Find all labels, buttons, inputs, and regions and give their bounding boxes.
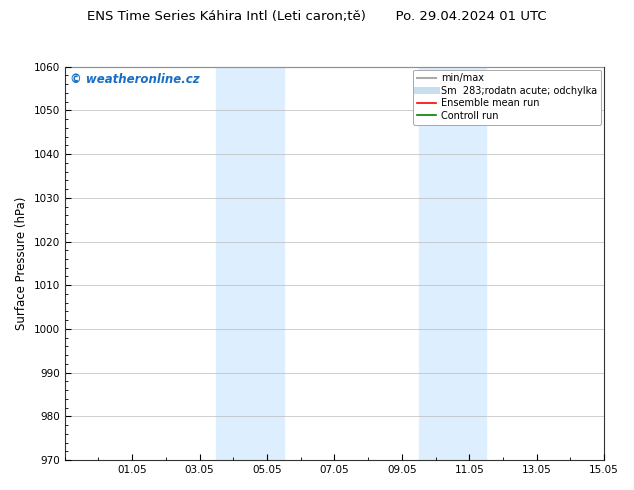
Text: ENS Time Series Káhira Intl (Leti caron;tě)       Po. 29.04.2024 01 UTC: ENS Time Series Káhira Intl (Leti caron;… xyxy=(87,10,547,23)
Y-axis label: Surface Pressure (hPa): Surface Pressure (hPa) xyxy=(15,196,28,330)
Bar xyxy=(418,67,453,460)
Bar xyxy=(250,67,284,460)
Legend: min/max, Sm  283;rodatn acute; odchylka, Ensemble mean run, Controll run: min/max, Sm 283;rodatn acute; odchylka, … xyxy=(413,70,601,124)
Bar xyxy=(453,67,486,460)
Text: © weatheronline.cz: © weatheronline.cz xyxy=(70,73,200,85)
Bar xyxy=(216,67,250,460)
